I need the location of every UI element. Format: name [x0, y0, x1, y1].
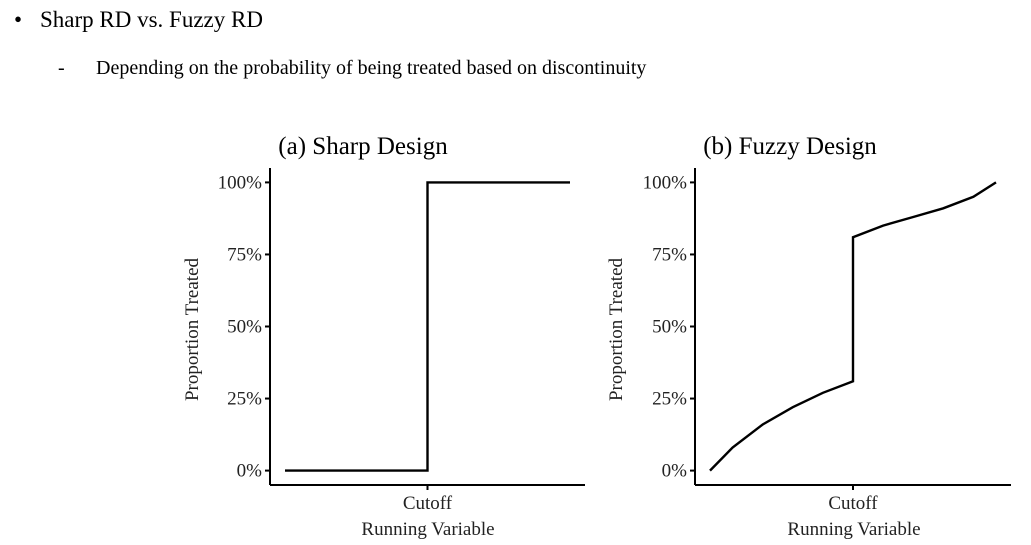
sub-bullet-text: Depending on the probability of being tr… — [96, 57, 647, 79]
y-axis-label-0: Proportion Treated — [182, 257, 203, 401]
x-axis-label-0: Running Variable — [361, 519, 494, 540]
y-tick-label: 50% — [227, 317, 262, 338]
chart-title-0: (a) Sharp Design — [278, 133, 448, 160]
y-tick-label: 25% — [227, 389, 262, 410]
y-tick-label: 50% — [652, 317, 687, 338]
series-line-1 — [709, 181, 997, 472]
series-line-0 — [285, 181, 570, 472]
y-tick-label: 25% — [652, 389, 687, 410]
y-tick-label: 0% — [237, 461, 263, 482]
sub-bullet-marker: - — [58, 57, 65, 79]
x-tick-label: Cutoff — [403, 493, 453, 514]
main-bullet: • Sharp RD vs. Fuzzy RD — [14, 4, 263, 36]
y-tick-label: 100% — [218, 172, 263, 193]
bullet-dot-icon: • — [14, 7, 23, 32]
sub-bullet: - Depending on the probability of being t… — [58, 53, 646, 83]
y-axis-label-1: Proportion Treated — [606, 257, 627, 401]
main-bullet-text: Sharp RD vs. Fuzzy RD — [40, 7, 263, 32]
x-tick-label: Cutoff — [828, 493, 878, 514]
x-axis-label-1: Running Variable — [787, 519, 920, 540]
y-tick-label: 0% — [662, 461, 688, 482]
y-tick-label: 100% — [643, 172, 688, 193]
y-tick-label: 75% — [652, 244, 687, 265]
y-tick-label: 75% — [227, 244, 262, 265]
chart-title-1: (b) Fuzzy Design — [703, 133, 877, 160]
